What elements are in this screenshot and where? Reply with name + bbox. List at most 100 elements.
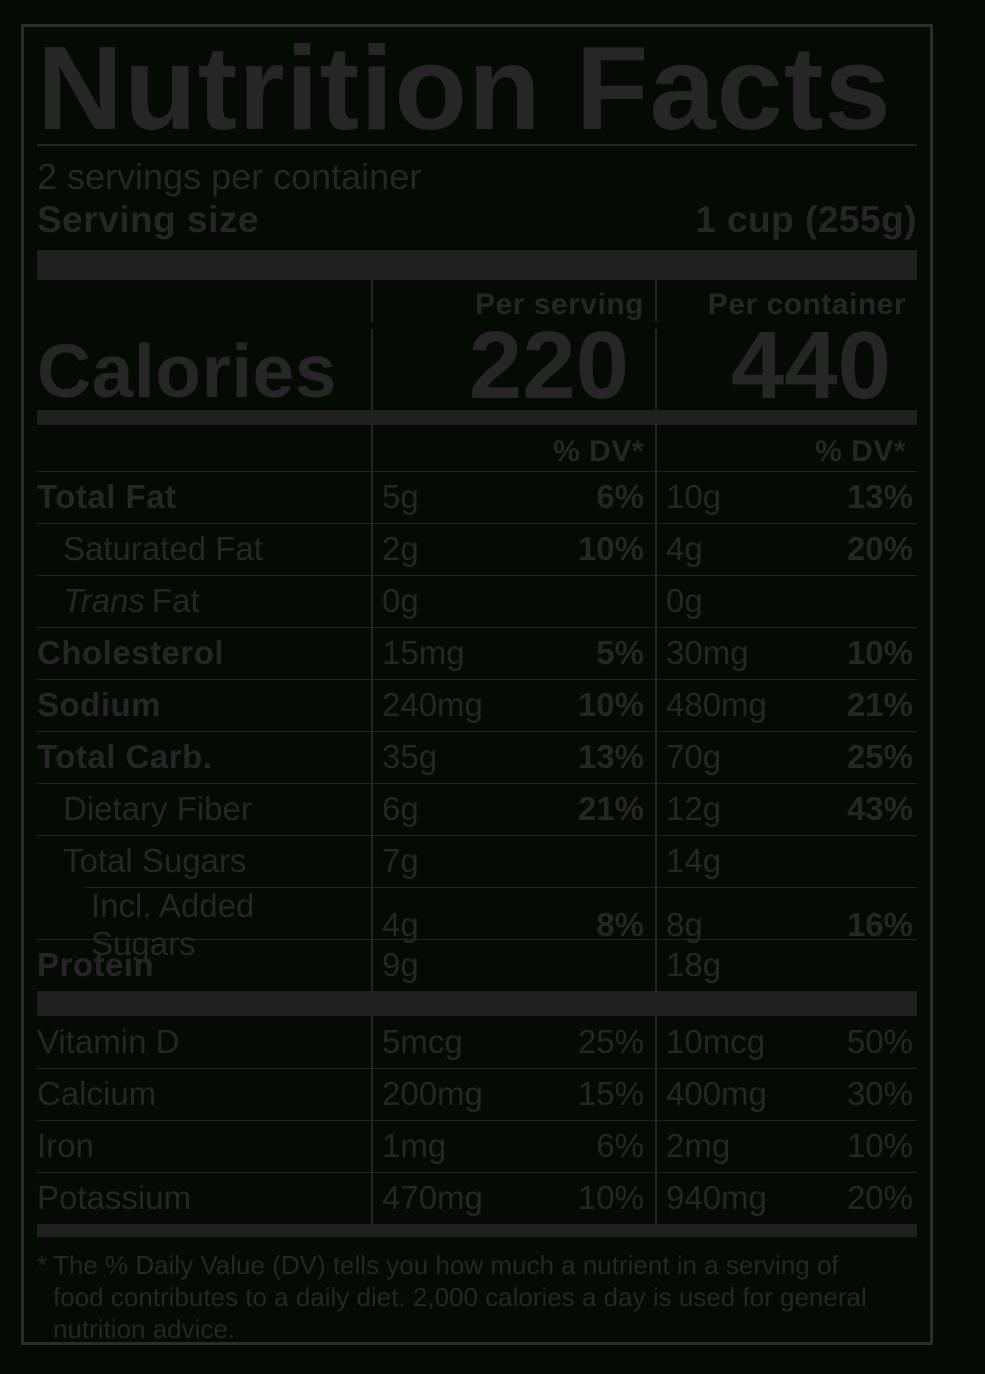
nutrient-name: Total Fat (37, 478, 177, 515)
serving-dv: 6% (596, 478, 644, 515)
container-dv: 16% (846, 906, 913, 943)
container-amount: 30mg (666, 634, 749, 671)
vitamin-name: Potassium (37, 1179, 192, 1216)
container-amount: 4g (666, 530, 703, 567)
container-dv: 43% (846, 790, 913, 827)
calories-per-container-value: 440 (655, 318, 917, 414)
servings-per-container: 2 servings per container (37, 156, 422, 197)
footnote-line-2: food contributes to a daily diet. 2,000 … (53, 1282, 867, 1312)
nutrient-name: Sodium (37, 686, 161, 723)
serving-dv: 10% (577, 686, 644, 723)
container-amount: 10mcg (666, 1023, 766, 1060)
separator-bar-medium (37, 410, 917, 425)
serving-dv: 10% (577, 530, 644, 567)
serving-dv: 5% (596, 634, 644, 671)
calories-header-row: Per serving Per container (37, 280, 917, 322)
serving-amount: 7g (382, 842, 419, 879)
per-container-header: Per container (655, 280, 917, 322)
footnote-line-3: nutrition advice. (53, 1314, 236, 1344)
serving-size-label: Serving size (37, 199, 259, 240)
nutrient-name: Protein (37, 946, 155, 983)
container-amount: 14g (666, 842, 722, 879)
container-dv: 20% (846, 1179, 913, 1216)
serving-amount: 4g (382, 906, 419, 943)
container-dv: 25% (846, 738, 913, 775)
calories-per-serving-value: 220 (371, 318, 655, 414)
label-title: Nutrition Facts (37, 22, 892, 155)
vitamin-row-potassium: Potassium 470mg 10% 940mg 20% (37, 1172, 917, 1224)
nutrient-row-total-fat: Total Fat 5g 6% 10g 13% (37, 471, 917, 523)
per-serving-header: Per serving (371, 280, 655, 322)
vitamin-row-calcium: Calcium 200mg 15% 400mg 30% (37, 1068, 917, 1120)
serving-dv: 6% (596, 1127, 644, 1164)
vitamin-name: Vitamin D (37, 1023, 180, 1060)
separator-bar-vitamins (37, 991, 917, 1016)
separator-bar-footnote (37, 1224, 917, 1237)
nutrient-name: Cholesterol (37, 634, 225, 671)
serving-size-value: 1 cup (255g) (695, 199, 917, 240)
daily-value-header-row: % DV* % DV* (37, 425, 917, 471)
nutrient-name: Total Sugars (63, 842, 247, 879)
serving-amount: 470mg (382, 1179, 483, 1216)
serving-amount: 5mcg (382, 1023, 463, 1060)
container-amount: 8g (666, 906, 703, 943)
footnote-line-1: The % Daily Value (DV) tells you how muc… (53, 1250, 839, 1280)
nutrient-row-saturated-fat: Saturated Fat 2g 10% 4g 20% (37, 523, 917, 575)
vitamin-name: Iron (37, 1127, 94, 1164)
container-dv: 13% (846, 478, 913, 515)
nutrient-row-total-carb: Total Carb. 35g 13% 70g 25% (37, 731, 917, 783)
serving-amount: 2g (382, 530, 419, 567)
serving-amount: 35g (382, 738, 438, 775)
nutrient-row-total-sugars: Total Sugars 7g 14g (37, 835, 917, 887)
nutrient-row-trans-fat: Trans Fat 0g 0g (37, 575, 917, 627)
container-amount: 940mg (666, 1179, 767, 1216)
container-dv: 21% (846, 686, 913, 723)
serving-dv: 25% (577, 1023, 644, 1060)
title-divider (37, 144, 917, 146)
nutrient-name: Trans Fat (37, 575, 371, 627)
serving-amount: 1mg (382, 1127, 447, 1164)
container-dv: 50% (846, 1023, 913, 1060)
serving-amount: 240mg (382, 686, 483, 723)
calories-row: Calories 220 440 (37, 318, 917, 414)
nutrient-row-dietary-fiber: Dietary Fiber 6g 21% 12g 43% (37, 783, 917, 835)
serving-amount: 15mg (382, 634, 465, 671)
dv-header-container: % DV* (655, 425, 917, 471)
serving-amount: 9g (382, 946, 419, 983)
serving-dv: 15% (577, 1075, 644, 1112)
serving-amount: 200mg (382, 1075, 483, 1112)
vitamin-name: Calcium (37, 1075, 157, 1112)
nutrient-row-sodium: Sodium 240mg 10% 480mg 21% (37, 679, 917, 731)
container-amount: 10g (666, 478, 722, 515)
calories-header-spacer (37, 280, 371, 322)
dv-header-serving: % DV* (371, 425, 655, 471)
nutrition-facts-label: Nutrition Facts 2 servings per container… (21, 24, 933, 1345)
serving-size-row: Serving size 1 cup (255g) (37, 198, 917, 242)
calories-label: Calories (37, 328, 337, 413)
serving-amount: 5g (382, 478, 419, 515)
footnote-asterisk: * (37, 1250, 48, 1280)
dv-header-spacer (37, 425, 371, 471)
container-amount: 400mg (666, 1075, 767, 1112)
separator-bar-thick (37, 250, 917, 280)
nutrient-name: Dietary Fiber (63, 790, 252, 827)
serving-dv: 10% (577, 1179, 644, 1216)
nutrient-row-added-sugars: Incl. Added Sugars 4g 8% 8g 16% (37, 887, 917, 963)
vitamin-row-vitamin-d: Vitamin D 5mcg 25% 10mcg 50% (37, 1016, 917, 1068)
container-amount: 70g (666, 738, 722, 775)
nutrient-name: Incl. Added Sugars (91, 887, 255, 962)
nutrient-row-protein: Protein 9g 18g (37, 939, 917, 991)
container-dv: 30% (846, 1075, 913, 1112)
container-amount: 0g (666, 582, 703, 619)
trans-italic: Trans (63, 582, 145, 619)
serving-amount: 0g (382, 582, 419, 619)
nutrient-name: Total Carb. (37, 738, 213, 775)
container-amount: 480mg (666, 686, 767, 723)
container-dv: 10% (846, 634, 913, 671)
container-dv: 10% (846, 1127, 913, 1164)
serving-dv: 8% (596, 906, 644, 943)
vitamin-row-iron: Iron 1mg 6% 2mg 10% (37, 1120, 917, 1172)
container-dv: 20% (846, 530, 913, 567)
nutrient-name: Saturated Fat (63, 530, 263, 567)
nutrient-row-cholesterol: Cholesterol 15mg 5% 30mg 10% (37, 627, 917, 679)
